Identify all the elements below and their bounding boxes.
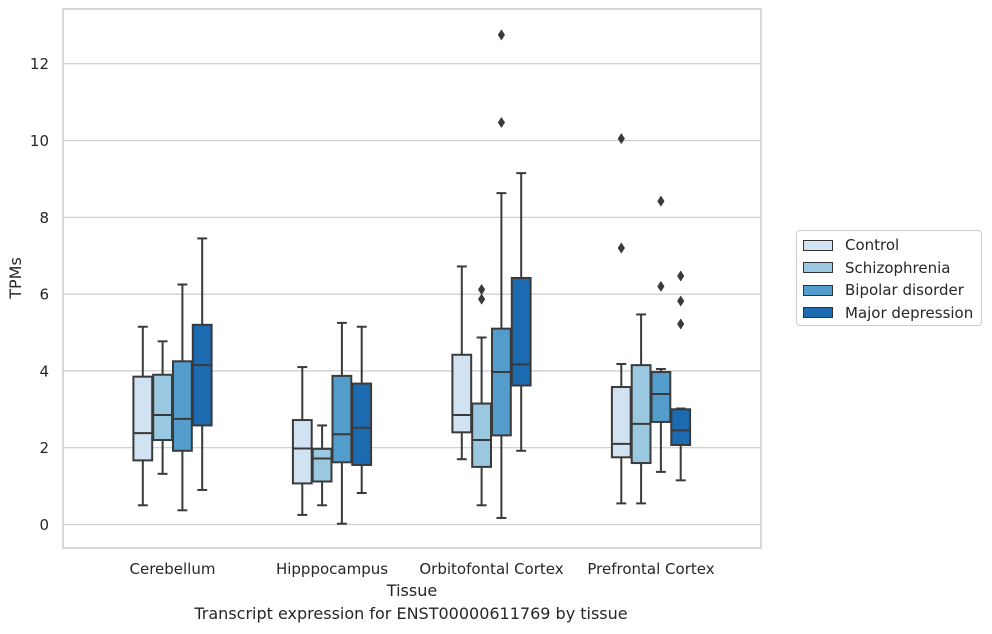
box-body xyxy=(491,327,512,437)
outlier-point xyxy=(497,116,505,128)
box-0-1 xyxy=(152,340,173,475)
outlier-point xyxy=(617,133,625,145)
y-tick-label: 2 xyxy=(39,439,49,457)
outlier-point xyxy=(478,283,486,295)
box-1-3 xyxy=(351,325,373,495)
box-0-3 xyxy=(191,237,213,491)
box-2-3 xyxy=(510,172,532,452)
y-tick-label: 6 xyxy=(39,286,49,304)
outlier-point xyxy=(478,293,486,305)
box-body xyxy=(650,371,672,423)
legend-swatch xyxy=(803,239,833,251)
box-body xyxy=(471,402,493,468)
legend-label: Bipolar disorder xyxy=(845,281,964,300)
y-axis-title: TPMs xyxy=(6,257,25,300)
boxes xyxy=(132,29,692,525)
box-body xyxy=(311,447,333,483)
box-2-0 xyxy=(451,265,473,461)
box-0-0 xyxy=(132,325,154,507)
box-1-0 xyxy=(291,366,313,516)
legend-item: Schizophrenia xyxy=(803,257,981,280)
box-body xyxy=(291,419,313,485)
y-tick-label: 8 xyxy=(39,209,49,227)
outlier-point xyxy=(677,270,685,282)
x-tick-label: Hipppocampus xyxy=(276,560,388,578)
box-body xyxy=(451,353,473,434)
legend-swatch xyxy=(803,284,833,296)
y-tick-label: 4 xyxy=(39,362,49,380)
x-tick-label: Cerebellum xyxy=(130,560,216,578)
box-body xyxy=(191,323,213,427)
legend-swatch xyxy=(803,307,833,319)
box-body xyxy=(630,364,652,465)
box-0-2 xyxy=(172,283,193,512)
box-2-2 xyxy=(491,29,512,519)
outlier-point xyxy=(497,29,505,41)
box-body xyxy=(351,382,373,466)
gridlines xyxy=(63,63,761,526)
outlier-point xyxy=(657,280,665,292)
box-2-1 xyxy=(471,283,493,507)
y-tick-label: 12 xyxy=(30,55,49,73)
x-axis-title: Tissue xyxy=(386,581,437,600)
legend-label: Major depression xyxy=(845,303,974,322)
outlier-point xyxy=(657,195,665,207)
box-body xyxy=(510,276,532,387)
outlier-point xyxy=(617,242,625,254)
box-body xyxy=(670,408,692,447)
outlier-point xyxy=(677,318,685,330)
figure-caption: Transcript expression for ENST0000061176… xyxy=(194,604,628,623)
box-3-1 xyxy=(630,313,652,505)
box-body xyxy=(172,360,193,452)
x-tick-label: Prefrontal Cortex xyxy=(587,560,714,578)
box-3-2 xyxy=(650,195,672,473)
legend-item: Bipolar disorder xyxy=(803,279,981,302)
legend-label: Control xyxy=(845,236,900,255)
y-tick-label: 0 xyxy=(39,516,49,534)
legend-label: Schizophrenia xyxy=(845,258,951,277)
box-body xyxy=(132,375,154,462)
legend-item: Control xyxy=(803,234,981,257)
legend-swatch xyxy=(803,262,833,274)
box-3-3 xyxy=(670,270,692,482)
box-body xyxy=(152,373,173,442)
plot-frame xyxy=(62,8,762,549)
box-1-1 xyxy=(311,424,333,507)
x-tick-label: Orbitofontal Cortex xyxy=(419,560,563,578)
outlier-point xyxy=(677,295,685,307)
legend-item: Major depression xyxy=(803,302,981,325)
y-tick-label: 10 xyxy=(30,132,49,150)
box-body xyxy=(331,374,353,464)
y-tick-labels: 0 2 4 6 8 10 12 xyxy=(30,55,49,534)
x-tick-labels: Cerebellum Hipppocampus Orbitofontal Corte… xyxy=(130,560,715,578)
box-3-0 xyxy=(610,133,632,505)
box-body xyxy=(610,386,632,459)
legend: Control Schizophrenia Bipolar disorder Majo… xyxy=(796,230,982,326)
box-1-2 xyxy=(331,321,353,525)
